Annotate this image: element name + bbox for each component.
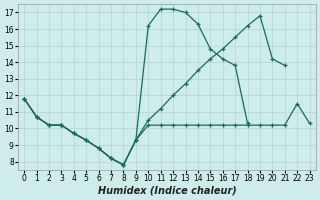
X-axis label: Humidex (Indice chaleur): Humidex (Indice chaleur) <box>98 186 236 196</box>
